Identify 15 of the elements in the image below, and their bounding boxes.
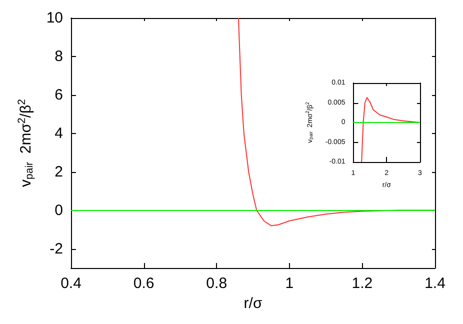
x-tick-label: 1 <box>285 275 294 292</box>
x-axis-title: r/σ <box>244 295 263 312</box>
x-tick-label: 1.2 <box>352 275 373 292</box>
y-tick-label: 10 <box>46 10 63 26</box>
x-tick-label: 0.4 <box>60 275 82 292</box>
y-tick-label: 8 <box>54 48 63 65</box>
y-tick-label: 4 <box>54 124 63 142</box>
x-tick-label: 0.6 <box>133 275 154 292</box>
y-tick-label: 0 <box>54 202 63 219</box>
y-axis-title: vpair 2mσ2/β2 <box>16 98 36 187</box>
x-tick-label: 1.4 <box>424 275 446 292</box>
x-tick-label: 0.8 <box>206 275 228 292</box>
y-tick-label: 6 <box>54 86 63 104</box>
y-tick-label: -2 <box>50 240 63 258</box>
line-series <box>361 97 420 162</box>
